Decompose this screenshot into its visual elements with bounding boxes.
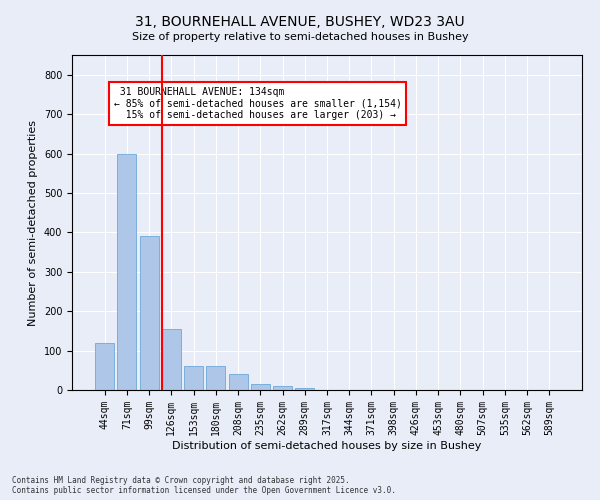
Bar [273,386,292,390]
Text: Contains HM Land Registry data © Crown copyright and database right 2025.
Contai: Contains HM Land Registry data © Crown c… [12,476,396,495]
Bar [295,388,314,390]
Bar [206,366,225,390]
Y-axis label: Number of semi-detached properties: Number of semi-detached properties [28,120,38,326]
Bar [162,329,181,390]
Text: Size of property relative to semi-detached houses in Bushey: Size of property relative to semi-detach… [131,32,469,42]
Text: 31 BOURNEHALL AVENUE: 134sqm
← 85% of semi-detached houses are smaller (1,154)
 : 31 BOURNEHALL AVENUE: 134sqm ← 85% of se… [113,86,401,120]
Bar [118,154,136,390]
Bar [251,384,270,390]
Bar [140,236,158,390]
Bar [229,374,248,390]
Bar [184,366,203,390]
Text: 31, BOURNEHALL AVENUE, BUSHEY, WD23 3AU: 31, BOURNEHALL AVENUE, BUSHEY, WD23 3AU [135,15,465,29]
X-axis label: Distribution of semi-detached houses by size in Bushey: Distribution of semi-detached houses by … [172,440,482,450]
Bar [95,342,114,390]
